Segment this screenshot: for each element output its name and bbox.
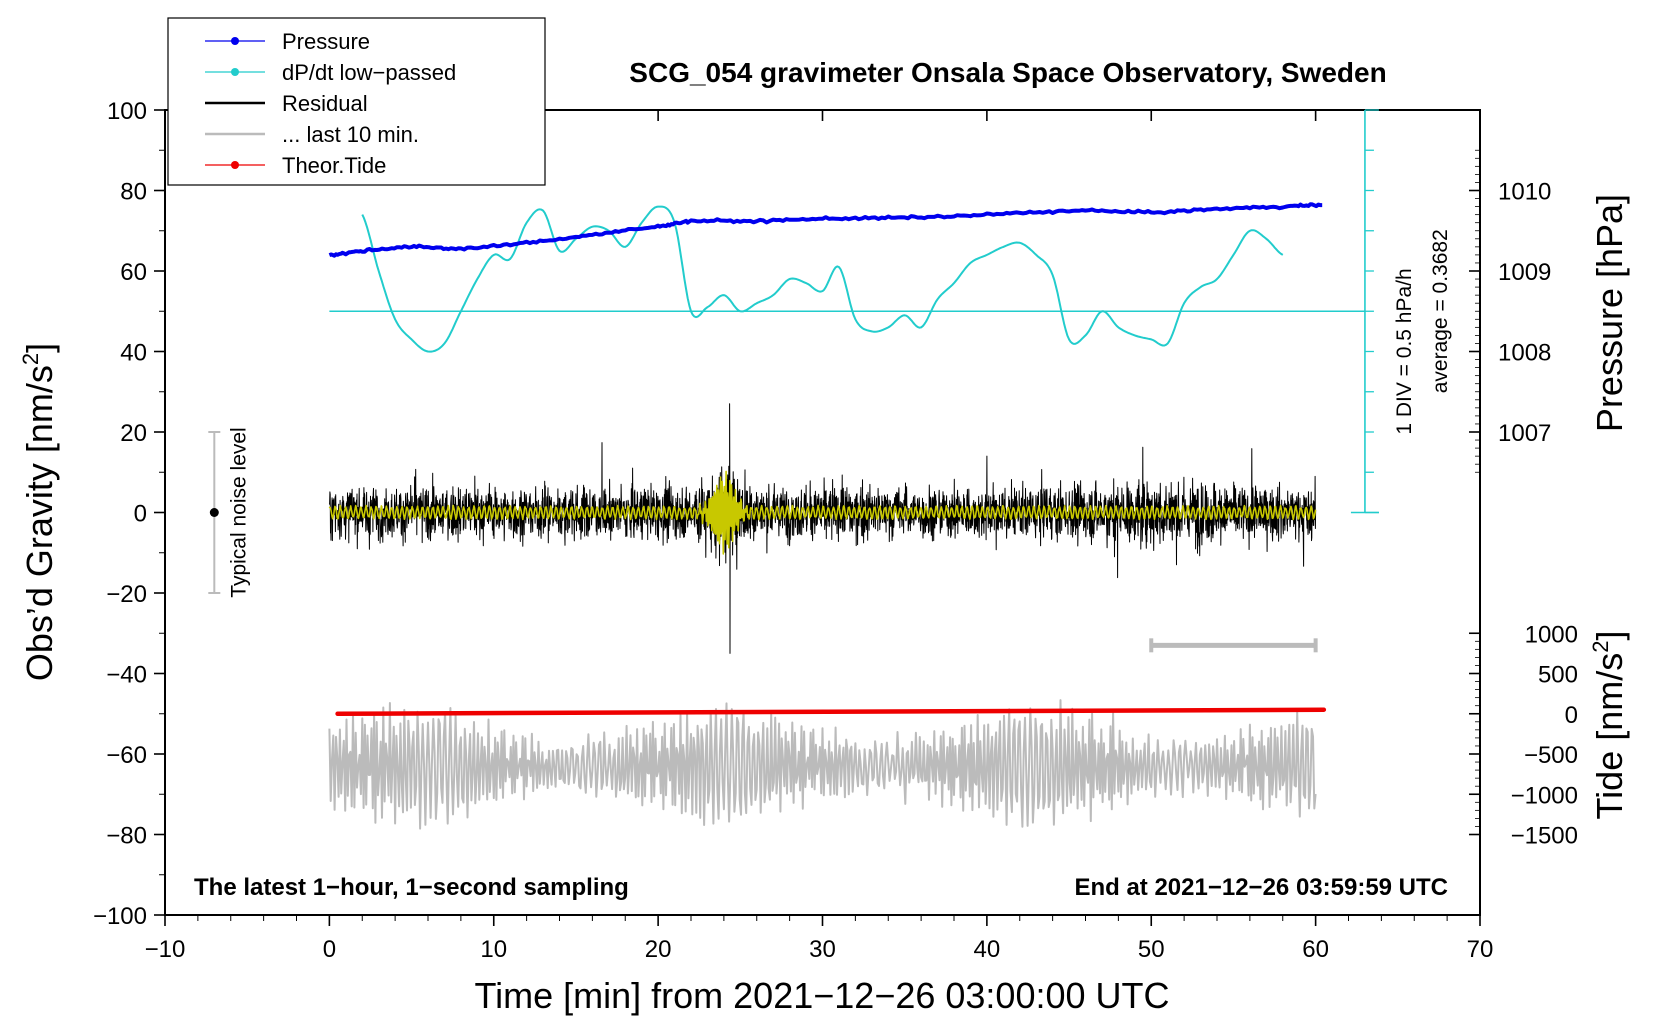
series-layer bbox=[328, 202, 1365, 830]
series-last-10-min bbox=[328, 699, 1317, 830]
legend-label: Theor.Tide bbox=[282, 153, 386, 178]
legend-swatch-marker bbox=[231, 161, 239, 169]
y-axis-label-right-pressure: Pressure [hPa] bbox=[1589, 194, 1630, 432]
y-tick-label: 60 bbox=[120, 259, 147, 286]
x-tick-label: 70 bbox=[1467, 936, 1494, 963]
y-axis-label-left: Obs’d Gravity [nm/s2] bbox=[18, 343, 60, 681]
series-filtered-residual bbox=[328, 470, 1317, 555]
annotations-layer: Typical noise level 1 DIV = 0.5 hPa/h aver… bbox=[208, 109, 1452, 653]
y-axis-label-right-tide: Tide [nm/s2] bbox=[1588, 631, 1630, 820]
y-tick-label: 20 bbox=[120, 420, 147, 447]
legend: Pressure dP/dt low−passed Residual ... last… bbox=[167, 17, 546, 186]
y-tick-label: 0 bbox=[134, 501, 147, 528]
tide-tick-label: 1000 bbox=[1525, 621, 1578, 648]
tide-tick-label: −500 bbox=[1524, 742, 1578, 769]
tide-label-end: ] bbox=[1589, 631, 1630, 641]
tide-tick-label: −1000 bbox=[1511, 782, 1578, 809]
axis-ticks: −10 0 10 20 30 40 50 60 70−100−80−60−40−20020406… bbox=[93, 98, 1578, 963]
y-tick-label: −20 bbox=[106, 581, 147, 608]
pressure-tick-label: 1007 bbox=[1498, 420, 1551, 447]
tide-label-sup: 2 bbox=[1588, 641, 1613, 653]
legend-swatch-marker bbox=[231, 68, 239, 76]
y-tick-label: −60 bbox=[106, 742, 147, 769]
x-axis-label: Time [min] from 2021−12−26 03:00:00 UTC bbox=[474, 975, 1169, 1016]
x-tick-label: 40 bbox=[974, 936, 1001, 963]
series-pressure bbox=[328, 202, 1323, 258]
legend-swatch-marker bbox=[231, 37, 239, 45]
pressure-tick-label: 1010 bbox=[1498, 179, 1551, 206]
pressure-tick-label: 1008 bbox=[1498, 340, 1551, 367]
x-tick-label: 20 bbox=[645, 936, 672, 963]
series-residual bbox=[328, 403, 1317, 654]
end-time-note: End at 2021−12−26 03:59:59 UTC bbox=[1074, 874, 1448, 901]
dpdt-scale-text: 1 DIV = 0.5 hPa/h bbox=[1393, 268, 1416, 434]
series-dpdt bbox=[361, 205, 1284, 353]
y-tick-label: 100 bbox=[107, 98, 147, 125]
y-tick-label: 40 bbox=[120, 340, 147, 367]
legend-label: Pressure bbox=[282, 29, 370, 54]
y-tick-label: −40 bbox=[106, 662, 147, 689]
x-tick-label: 30 bbox=[809, 936, 836, 963]
y-axis-label-left-sup: 2 bbox=[18, 353, 43, 365]
legend-box bbox=[167, 17, 546, 186]
tide-tick-label: −1500 bbox=[1511, 823, 1578, 850]
legend-label: ... last 10 min. bbox=[282, 122, 419, 147]
series-theor-tide bbox=[335, 707, 1327, 716]
x-tick-label: 10 bbox=[480, 936, 507, 963]
noise-level-label: Typical noise level bbox=[227, 427, 250, 597]
y-tick-label: −80 bbox=[106, 823, 147, 850]
tide-label-main: Tide [nm/s bbox=[1589, 653, 1630, 820]
y-axis-label-left-main: Obs’d Gravity [nm/s bbox=[19, 365, 60, 681]
y-tick-label: −100 bbox=[93, 903, 147, 930]
tide-tick-label: 0 bbox=[1565, 702, 1578, 729]
noise-level-dot bbox=[209, 508, 219, 517]
legend-label: dP/dt low−passed bbox=[282, 60, 456, 85]
legend-label: Residual bbox=[282, 91, 368, 116]
x-tick-label: −10 bbox=[145, 936, 186, 963]
dpdt-average-text: average = 0.3682 bbox=[1429, 229, 1452, 393]
x-tick-label: 60 bbox=[1302, 936, 1329, 963]
x-tick-label: 50 bbox=[1138, 936, 1165, 963]
y-axis-label-left-end: ] bbox=[19, 343, 60, 353]
y-tick-label: 80 bbox=[120, 179, 147, 206]
sampling-note: The latest 1−hour, 1−second sampling bbox=[194, 874, 629, 901]
chart-title: SCG_054 gravimeter Onsala Space Observat… bbox=[629, 57, 1386, 88]
tide-tick-label: 500 bbox=[1538, 662, 1578, 689]
pressure-tick-label: 1009 bbox=[1498, 259, 1551, 286]
x-tick-label: 0 bbox=[323, 936, 336, 963]
